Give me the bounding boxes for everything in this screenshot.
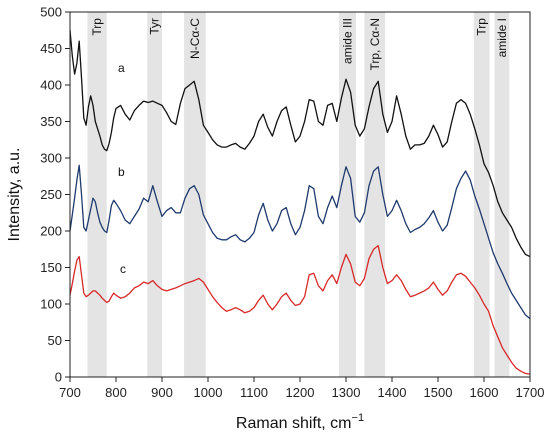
plot-frame (69, 11, 531, 378)
y-tick-label: 500 (40, 5, 62, 20)
x-ticks: 700 800 900 1000 1100 1200 1300 1400 1500 1600 170… (59, 377, 544, 400)
y-tick-label: 0 (55, 370, 62, 385)
band-label-1: Tyr (148, 18, 162, 35)
x-axis-title-superscript: −1 (352, 412, 365, 424)
trace-label-a: a (118, 61, 125, 75)
x-axis-title: Raman shift, cm−1 (236, 412, 364, 432)
y-tick-label: 350 (40, 114, 62, 129)
y-tick-label: 150 (40, 260, 62, 275)
x-tick-label: 1200 (286, 385, 315, 400)
band-label-3: amide III (341, 18, 355, 64)
band-label-5: Trp (475, 18, 489, 36)
band-labels: Trp Tyr N-Cα-C amide III Trp, Cα-N Trp amide I (90, 18, 509, 71)
series-line-c (69, 244, 531, 375)
y-tick-label: 300 (40, 151, 62, 166)
band-label-6: amide I (495, 18, 509, 57)
x-tick-label: 1400 (378, 385, 407, 400)
band-label-4: Trp, Cα-N (368, 18, 382, 71)
band-label-0: Trp (90, 18, 104, 36)
y-axis-title: Intensity, a.u. (6, 148, 23, 242)
band-label-2: N-Cα-C (188, 18, 202, 59)
trace-label-b: b (118, 165, 125, 179)
band-6 (494, 12, 510, 377)
trace-label-c: c (120, 262, 126, 276)
x-tick-label: 1000 (194, 385, 223, 400)
x-tick-label: 1300 (332, 385, 361, 400)
y-ticks: 0 50 100 150 200 250 300 350 400 450 500 (40, 5, 70, 385)
series-layer (69, 30, 531, 375)
x-tick-label: 1500 (424, 385, 453, 400)
band-3 (339, 12, 357, 377)
x-tick-label: 1700 (516, 385, 545, 400)
band-5 (473, 12, 490, 377)
x-tick-label: 900 (151, 385, 173, 400)
trace-labels: a b c (118, 61, 126, 276)
series-line-b (69, 164, 531, 320)
y-tick-label: 450 (40, 41, 62, 56)
y-tick-label: 200 (40, 224, 62, 239)
y-tick-label: 250 (40, 187, 62, 202)
x-tick-label: 1100 (240, 385, 268, 400)
x-tick-label: 700 (59, 385, 81, 400)
y-tick-label: 50 (48, 333, 62, 348)
y-tick-label: 100 (40, 297, 62, 312)
axes-layer (69, 11, 531, 378)
band-2 (184, 12, 206, 377)
band-0 (87, 12, 107, 377)
y-tick-label: 400 (40, 78, 62, 93)
series-line-a (69, 30, 531, 258)
band-shading-layer (87, 12, 510, 377)
x-tick-label: 800 (105, 385, 127, 400)
x-tick-label: 1600 (470, 385, 499, 400)
